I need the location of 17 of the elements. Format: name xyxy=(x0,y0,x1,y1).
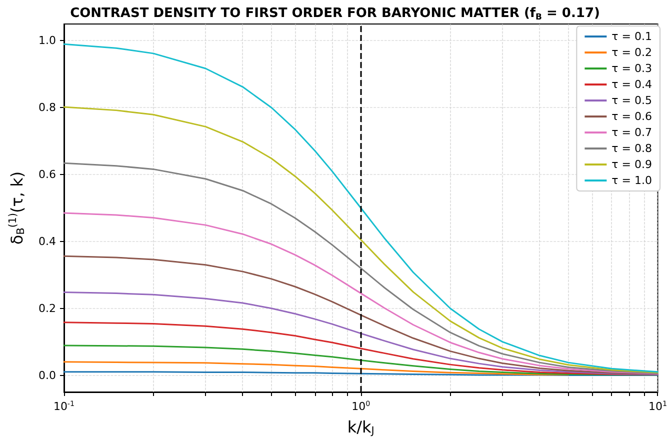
legend-label: τ = 0.6 xyxy=(612,110,652,123)
legend-label: τ = 0.2 xyxy=(612,46,652,59)
legend-label: τ = 1.0 xyxy=(612,174,652,187)
y-tick-label: 0.0 xyxy=(38,368,56,382)
legend-label: τ = 0.7 xyxy=(612,126,652,139)
y-tick-label: 0.2 xyxy=(38,302,56,315)
legend-label: τ = 0.1 xyxy=(612,30,652,43)
y-tick-label: 0.6 xyxy=(38,168,56,182)
legend-label: τ = 0.3 xyxy=(612,62,652,75)
y-tick-label: 0.4 xyxy=(38,234,56,248)
legend-label: τ = 0.5 xyxy=(612,94,652,107)
y-tick-label: 1.0 xyxy=(38,34,56,48)
legend-label: τ = 0.8 xyxy=(612,142,652,155)
legend-label: τ = 0.4 xyxy=(612,78,652,91)
legend-label: τ = 0.9 xyxy=(612,158,652,171)
y-tick-label: 0.8 xyxy=(38,101,56,114)
y-axis-title: δB(1)(τ, k) xyxy=(7,171,27,245)
